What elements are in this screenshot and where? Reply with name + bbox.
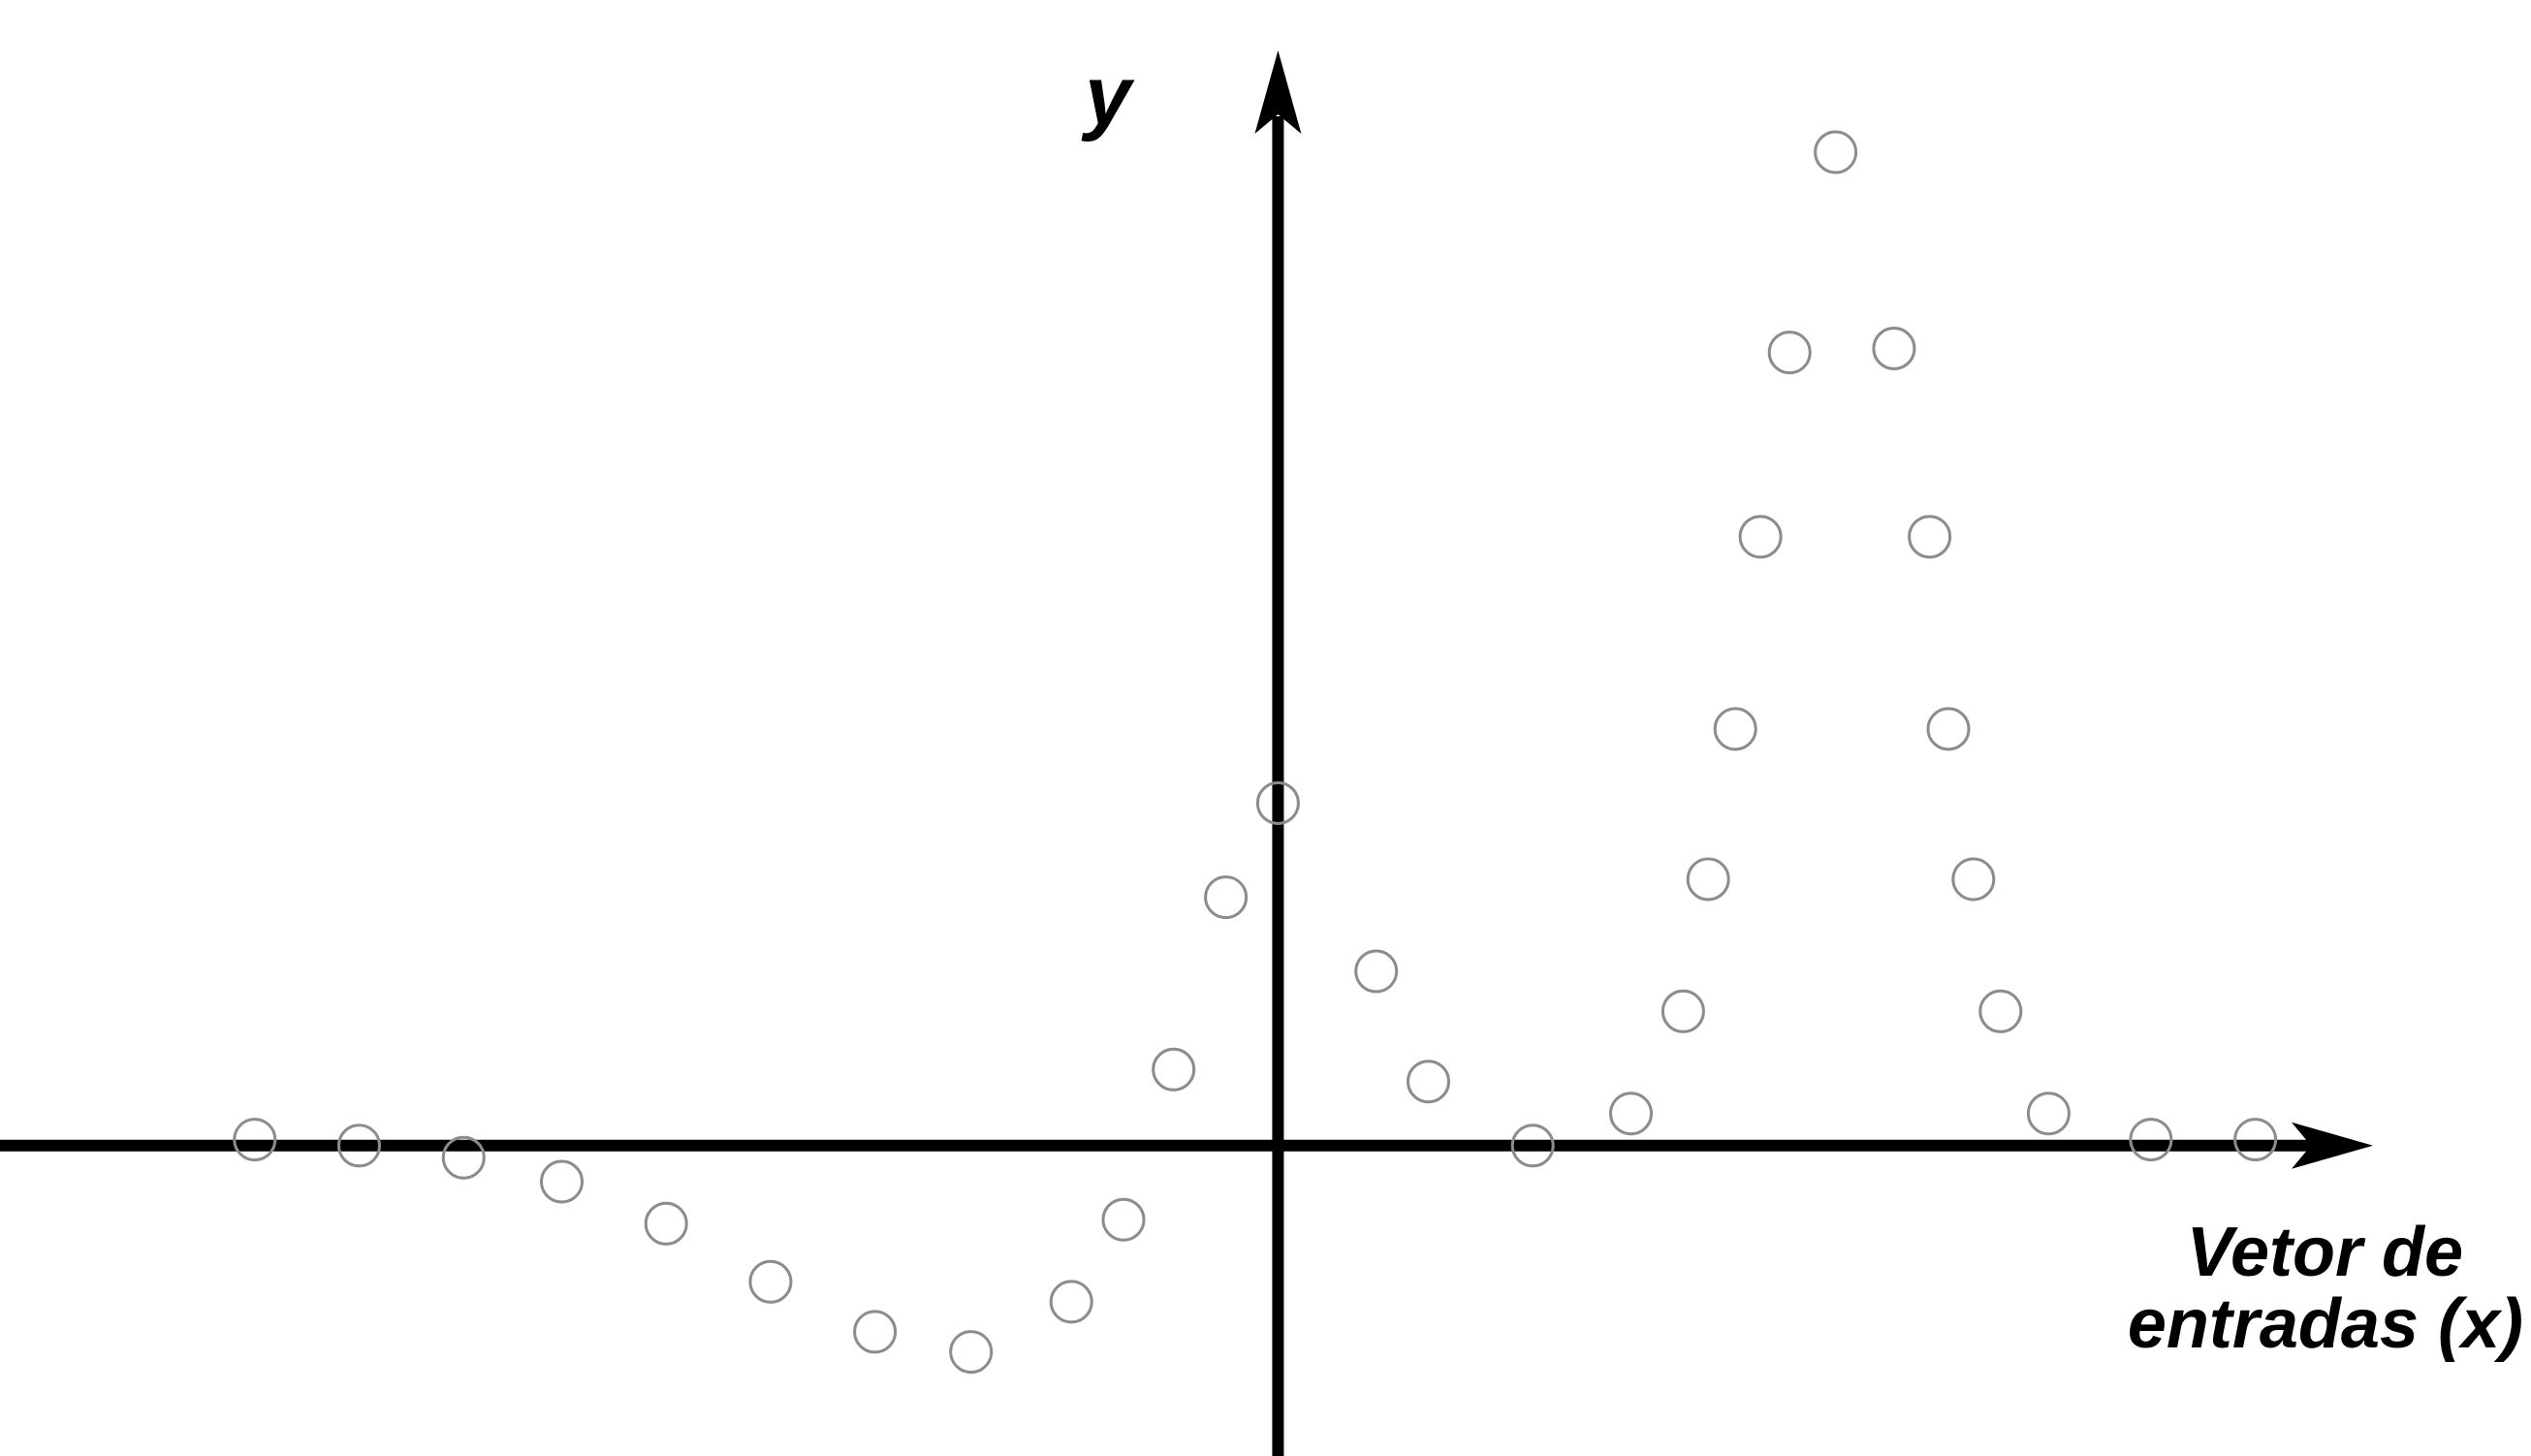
data-point bbox=[748, 1259, 793, 1304]
data-point bbox=[2026, 1092, 2071, 1136]
x-axis-label-line2: entradas (x) bbox=[2128, 1285, 2523, 1363]
data-point bbox=[949, 1330, 994, 1375]
data-point bbox=[540, 1159, 584, 1204]
x-axis-label-text: entradas ( bbox=[2128, 1285, 2468, 1363]
data-point bbox=[2233, 1118, 2278, 1162]
data-point bbox=[233, 1118, 277, 1162]
data-point bbox=[853, 1310, 898, 1354]
data-point bbox=[1609, 1092, 1653, 1136]
data-point bbox=[1713, 707, 1757, 751]
data-point bbox=[1661, 989, 1705, 1033]
data-point bbox=[1510, 1124, 1555, 1168]
x-axis-label-variable: x bbox=[2457, 1285, 2503, 1363]
x-axis-arrow-icon bbox=[2292, 1122, 2373, 1169]
data-point bbox=[2129, 1118, 2173, 1162]
x-axis-label-line1: Vetor de bbox=[2187, 1214, 2463, 1291]
data-point bbox=[644, 1201, 688, 1246]
data-point bbox=[1926, 707, 1971, 751]
data-point bbox=[1049, 1280, 1093, 1324]
data-point bbox=[1686, 857, 1730, 902]
data-point bbox=[1814, 130, 1858, 174]
data-point bbox=[1738, 515, 1783, 559]
data-point bbox=[1872, 327, 1916, 370]
data-point bbox=[1951, 857, 1996, 902]
data-point bbox=[1978, 989, 2023, 1033]
data-point bbox=[1407, 1060, 1450, 1104]
y-axis-arrow-icon bbox=[1254, 50, 1302, 134]
axes bbox=[0, 50, 2373, 1456]
data-point bbox=[1204, 875, 1249, 920]
data-point bbox=[1152, 1047, 1196, 1092]
data-point bbox=[337, 1124, 381, 1168]
data-point bbox=[1101, 1197, 1146, 1242]
data-point bbox=[1255, 781, 1300, 825]
data-point bbox=[1767, 331, 1812, 375]
y-axis-label: y bbox=[1081, 49, 1135, 142]
data-points bbox=[233, 130, 2278, 1375]
data-point bbox=[1354, 949, 1399, 994]
data-point bbox=[441, 1135, 486, 1180]
data-point bbox=[1908, 515, 1952, 559]
